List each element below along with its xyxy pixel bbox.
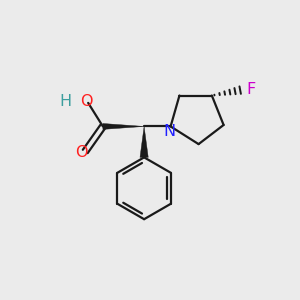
Polygon shape xyxy=(140,126,148,158)
Text: F: F xyxy=(246,82,256,97)
Text: H: H xyxy=(59,94,71,109)
Text: O: O xyxy=(80,94,93,109)
Text: O: O xyxy=(75,146,88,160)
Text: N: N xyxy=(163,124,175,139)
Polygon shape xyxy=(103,124,144,129)
